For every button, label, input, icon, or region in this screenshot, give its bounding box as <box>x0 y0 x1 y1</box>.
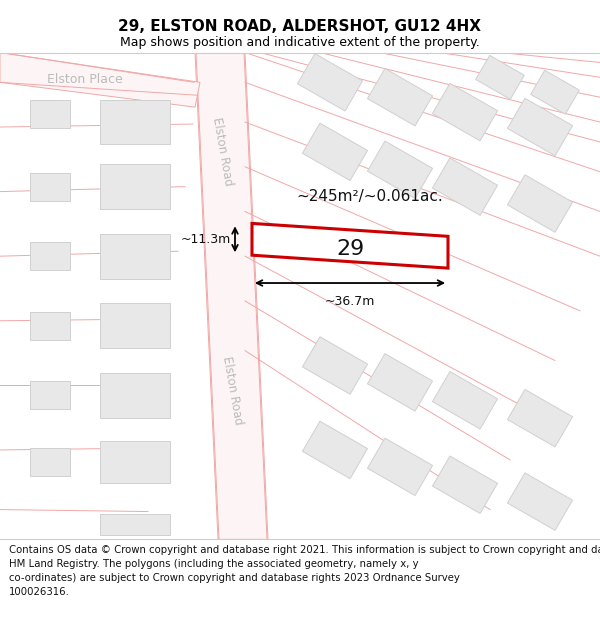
Text: ~11.3m: ~11.3m <box>181 232 231 246</box>
Polygon shape <box>298 54 362 111</box>
Polygon shape <box>367 438 433 496</box>
Polygon shape <box>302 337 368 394</box>
Polygon shape <box>252 223 448 268</box>
Text: Map shows position and indicative extent of the property.: Map shows position and indicative extent… <box>120 36 480 49</box>
Text: 29: 29 <box>336 239 364 259</box>
Polygon shape <box>100 234 170 279</box>
Polygon shape <box>30 381 70 409</box>
Polygon shape <box>508 473 572 531</box>
Polygon shape <box>0 52 200 107</box>
Polygon shape <box>100 100 170 144</box>
Polygon shape <box>433 158 497 216</box>
Polygon shape <box>530 70 580 114</box>
Polygon shape <box>433 83 497 141</box>
Polygon shape <box>195 52 268 539</box>
Polygon shape <box>508 389 572 447</box>
Polygon shape <box>30 312 70 339</box>
Polygon shape <box>100 164 170 209</box>
Polygon shape <box>100 303 170 348</box>
Polygon shape <box>508 98 572 156</box>
Polygon shape <box>100 441 170 483</box>
Polygon shape <box>100 373 170 418</box>
Text: 29, ELSTON ROAD, ALDERSHOT, GU12 4HX: 29, ELSTON ROAD, ALDERSHOT, GU12 4HX <box>119 19 482 34</box>
Polygon shape <box>302 123 368 181</box>
Polygon shape <box>30 242 70 270</box>
Polygon shape <box>433 456 497 514</box>
Polygon shape <box>30 448 70 476</box>
Polygon shape <box>367 354 433 411</box>
Polygon shape <box>302 421 368 479</box>
Polygon shape <box>30 173 70 201</box>
Text: Elston Road: Elston Road <box>220 355 244 426</box>
Polygon shape <box>476 56 524 99</box>
Polygon shape <box>100 514 170 536</box>
Polygon shape <box>508 175 572 232</box>
Text: Elston Place: Elston Place <box>47 73 123 86</box>
Polygon shape <box>367 69 433 126</box>
Text: ~245m²/~0.061ac.: ~245m²/~0.061ac. <box>296 189 443 204</box>
Text: ~36.7m: ~36.7m <box>325 295 375 308</box>
Text: Elston Road: Elston Road <box>209 116 235 188</box>
Polygon shape <box>367 141 433 199</box>
Polygon shape <box>30 100 70 128</box>
Polygon shape <box>433 371 497 429</box>
Text: Contains OS data © Crown copyright and database right 2021. This information is : Contains OS data © Crown copyright and d… <box>9 545 600 597</box>
